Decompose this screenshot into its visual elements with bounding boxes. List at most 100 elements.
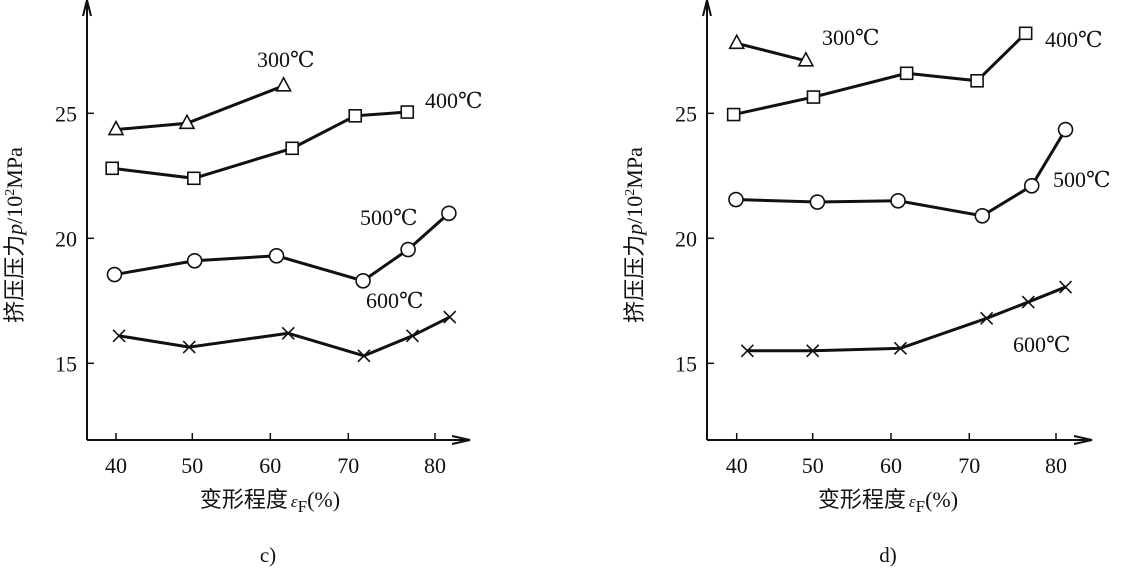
square-marker: [105, 161, 119, 176]
circle-marker: [355, 272, 371, 289]
cross-marker: [1058, 280, 1073, 294]
x-axis-label: 变形程度 εF(%): [818, 487, 958, 516]
y-label-sup: 2: [623, 189, 638, 196]
panel-label: d): [879, 543, 897, 567]
y-label-unit-post: MPa: [2, 147, 27, 189]
square-marker: [285, 141, 299, 156]
x-tick-label: 70: [337, 453, 359, 478]
series-label: 600℃: [1013, 332, 1071, 357]
circle-marker: [728, 191, 744, 208]
series-label: 600℃: [366, 288, 424, 313]
square-marker: [806, 90, 821, 104]
triangle-marker: [178, 113, 196, 130]
circle-marker: [809, 194, 826, 210]
y-tick-label: 20: [675, 226, 697, 251]
series-line: [114, 212, 450, 283]
y-label-main: 挤压压力: [2, 235, 27, 323]
y-tick-label: 25: [55, 101, 77, 126]
y-label-main: 挤压压力: [622, 235, 647, 323]
y-tick-label: 15: [55, 351, 77, 376]
circle-marker: [974, 208, 991, 224]
square-marker: [400, 105, 415, 119]
series-label: 500℃: [360, 205, 418, 230]
triangle-marker: [275, 76, 292, 92]
y-label-symbol: p: [2, 224, 27, 237]
circle-marker: [441, 205, 457, 222]
square-marker: [187, 171, 201, 186]
series-500c: 500℃: [106, 205, 457, 289]
chart-panel-c: 40 50 60 70 80 15 20 25 变形程度 εF(%) 挤压压力p/102MPa c) 3…: [2, 0, 483, 567]
x-tick-label: 80: [424, 453, 446, 478]
series-line: [115, 84, 285, 132]
x-label-symbol: ε: [909, 492, 916, 511]
triangle-marker: [107, 119, 125, 136]
y-label-symbol: p: [622, 224, 647, 237]
circle-marker: [106, 266, 123, 283]
square-marker: [899, 66, 914, 81]
cross-marker: [1021, 295, 1035, 309]
x-tick-label: 40: [105, 453, 127, 478]
cross-marker: [980, 311, 994, 325]
square-marker: [348, 109, 363, 123]
cross-marker: [357, 349, 371, 363]
triangle-marker: [728, 33, 746, 50]
x-tick-label: 60: [259, 453, 281, 478]
series-label: 300℃: [257, 47, 315, 72]
x-tick-label: 60: [880, 453, 902, 478]
chart-panel-d: 40 50 60 70 80 15 20 25 变形程度 εF(%) 挤压压力p/102MPa d) 3…: [622, 0, 1111, 567]
series-400c: 400℃: [726, 26, 1103, 122]
circle-marker: [268, 248, 285, 264]
x-label-main: 变形程度: [200, 487, 288, 512]
circle-marker: [1057, 121, 1074, 138]
x-tick-label: 50: [181, 453, 203, 478]
circle-marker: [890, 193, 906, 209]
circle-marker: [400, 241, 416, 258]
series-500c: 500℃: [728, 121, 1111, 224]
square-marker: [1018, 26, 1033, 41]
cross-marker: [893, 341, 907, 355]
y-axis-arrow: [82, 0, 92, 17]
series-line: [733, 32, 1027, 117]
x-tick-label: 70: [958, 453, 980, 478]
x-label-main: 变形程度: [818, 487, 906, 512]
cross-marker: [806, 344, 820, 358]
panel-label: c): [260, 543, 276, 567]
y-label-unit-post: MPa: [622, 147, 647, 189]
x-tick-label: 50: [802, 453, 824, 478]
x-tick-label: 40: [726, 453, 748, 478]
series-line: [118, 315, 451, 358]
y-tick-label: 15: [675, 351, 697, 376]
series-line: [736, 41, 807, 63]
series-label: 500℃: [1053, 167, 1111, 192]
square-marker: [970, 74, 984, 88]
x-axis-arrow: [451, 435, 471, 445]
y-tick-label: 25: [675, 101, 697, 126]
x-label-unit: (%): [307, 487, 340, 512]
y-axis-label: 挤压压力p/102MPa: [2, 147, 27, 323]
cross-marker: [740, 344, 754, 358]
series-600c: 600℃: [112, 288, 457, 363]
series-line: [112, 110, 408, 180]
x-label-sub: F: [916, 497, 925, 516]
series-label: 300℃: [822, 25, 880, 50]
circle-marker: [1023, 178, 1040, 194]
series-label: 400℃: [425, 88, 483, 113]
series-600c: 600℃: [740, 280, 1073, 358]
x-label-sub: F: [298, 497, 307, 516]
series-300c: 300℃: [728, 25, 880, 67]
series-label: 400℃: [1045, 27, 1103, 52]
cross-marker: [405, 329, 420, 343]
x-label-unit: (%): [925, 487, 958, 512]
series-line: [747, 285, 1067, 353]
y-label-unit-pre: /10: [2, 196, 27, 224]
x-axis-arrow: [1073, 435, 1093, 445]
circle-marker: [186, 252, 203, 269]
series-line: [735, 128, 1067, 218]
y-axis-label: 挤压压力p/102MPa: [622, 147, 647, 323]
y-tick-label: 20: [55, 226, 77, 251]
square-marker: [726, 107, 741, 122]
x-axis-label: 变形程度 εF(%): [200, 487, 340, 516]
y-label-sup: 2: [3, 189, 18, 196]
cross-marker: [443, 310, 457, 324]
